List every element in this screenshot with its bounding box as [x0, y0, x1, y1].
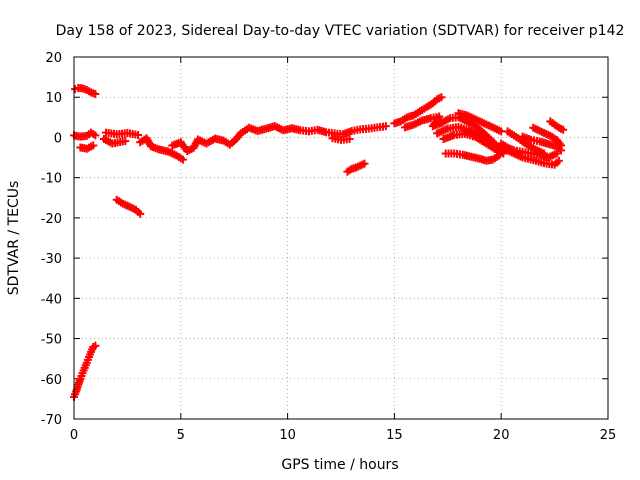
y-tick-label: 20	[45, 51, 62, 66]
data-point	[134, 131, 143, 140]
data-point	[91, 341, 100, 350]
grid	[74, 57, 608, 419]
x-tick-label: 25	[600, 428, 617, 443]
data-point	[360, 159, 369, 168]
plot-frame	[73, 56, 609, 420]
data-point	[381, 122, 390, 131]
data-point	[178, 155, 187, 164]
y-tick-label: -40	[41, 292, 62, 307]
data-point	[437, 93, 446, 102]
data-point	[554, 156, 563, 165]
data-point	[557, 141, 566, 150]
x-tick-label: 5	[177, 428, 185, 443]
data-point	[345, 135, 354, 144]
y-tick-label: 10	[45, 91, 62, 106]
data-point	[121, 137, 130, 146]
y-tick-label: -50	[41, 333, 62, 348]
y-tick-label: -10	[41, 172, 62, 187]
axis-ticks	[73, 56, 609, 420]
x-axis-title: GPS time / hours	[281, 457, 398, 473]
y-axis-title: SDTVAR / TECUs	[6, 181, 22, 296]
data-point	[89, 141, 98, 150]
chart-title: Day 158 of 2023, Sidereal Day-to-day VTE…	[56, 23, 625, 39]
x-tick-label: 10	[279, 428, 296, 443]
data-point	[136, 209, 145, 218]
x-tick-label: 0	[70, 428, 78, 443]
y-tick-labels: -70 -60 -50 -40 -30 -20 -10 0 10 20	[41, 51, 62, 428]
y-tick-label: -20	[41, 212, 62, 227]
data-point	[539, 149, 548, 158]
x-tick-label: 15	[386, 428, 403, 443]
y-tick-label: -30	[41, 252, 62, 267]
data-point	[552, 149, 561, 158]
data-point	[91, 131, 100, 140]
y-tick-label: -60	[41, 373, 62, 388]
data-points	[70, 83, 568, 401]
data-point	[499, 149, 508, 158]
data-point	[495, 151, 504, 160]
y-tick-label: -70	[41, 413, 62, 428]
x-tick-label: 20	[493, 428, 510, 443]
data-point	[559, 125, 568, 134]
y-tick-label: 0	[54, 131, 62, 146]
x-tick-labels: 0 5 10 15 20 25	[70, 428, 616, 443]
data-point	[91, 90, 100, 99]
